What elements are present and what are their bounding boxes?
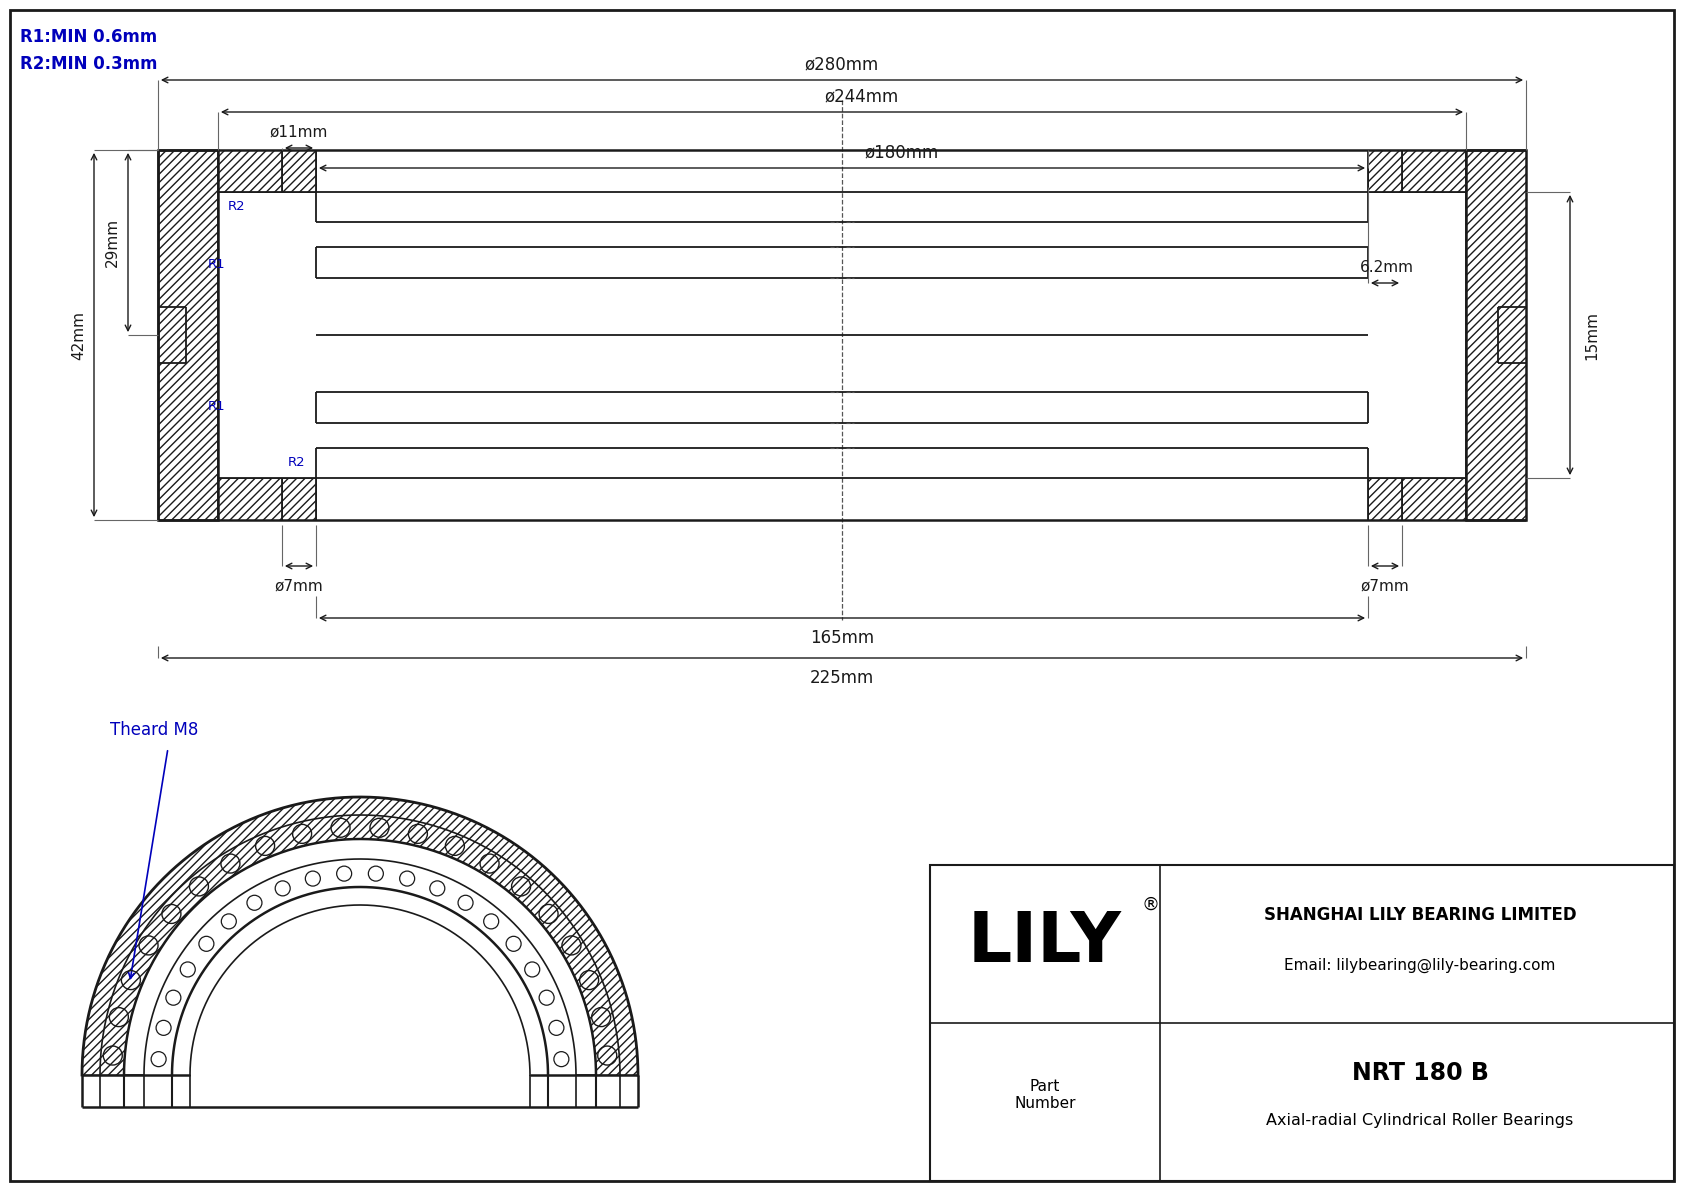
Text: R1:MIN 0.6mm: R1:MIN 0.6mm: [20, 29, 157, 46]
Text: R1: R1: [209, 400, 226, 413]
Bar: [217, 478, 281, 520]
Text: Email: lilybearing@lily-bearing.com: Email: lilybearing@lily-bearing.com: [1285, 958, 1556, 973]
Text: ø244mm: ø244mm: [825, 87, 899, 105]
Text: 225mm: 225mm: [810, 669, 874, 687]
Text: ø7mm: ø7mm: [1361, 579, 1410, 593]
Text: SHANGHAI LILY BEARING LIMITED: SHANGHAI LILY BEARING LIMITED: [1263, 906, 1576, 924]
Bar: [1367, 478, 1403, 520]
Text: R2:MIN 0.3mm: R2:MIN 0.3mm: [20, 55, 158, 73]
Text: ø180mm: ø180mm: [866, 143, 940, 161]
Text: LILY: LILY: [968, 910, 1122, 977]
Text: R2: R2: [288, 456, 305, 469]
Bar: [1367, 150, 1403, 192]
Bar: [281, 150, 317, 192]
Text: NRT 180 B: NRT 180 B: [1352, 1061, 1489, 1085]
Text: 29mm: 29mm: [104, 218, 120, 267]
Bar: [1403, 150, 1467, 192]
Text: ø11mm: ø11mm: [269, 125, 328, 139]
Text: 42mm: 42mm: [71, 311, 86, 360]
Bar: [217, 150, 281, 192]
Text: Part
Number: Part Number: [1014, 1079, 1076, 1111]
Text: R1: R1: [209, 258, 226, 272]
Bar: [158, 150, 217, 520]
Text: 6.2mm: 6.2mm: [1361, 261, 1415, 275]
Bar: [281, 478, 317, 520]
Text: 15mm: 15mm: [1585, 311, 1600, 360]
Bar: [1403, 478, 1467, 520]
Bar: [1467, 150, 1526, 520]
Text: R2: R2: [227, 200, 246, 213]
Text: ø7mm: ø7mm: [274, 579, 323, 593]
Text: Theard M8: Theard M8: [109, 721, 199, 738]
Wedge shape: [83, 797, 638, 1075]
Text: ø280mm: ø280mm: [805, 55, 879, 73]
Text: 165mm: 165mm: [810, 629, 874, 647]
Bar: [930, 865, 1674, 1181]
Text: Axial-radial Cylindrical Roller Bearings: Axial-radial Cylindrical Roller Bearings: [1266, 1112, 1573, 1128]
Bar: [158, 150, 217, 520]
Text: ®: ®: [1142, 896, 1160, 913]
Bar: [1467, 150, 1526, 520]
